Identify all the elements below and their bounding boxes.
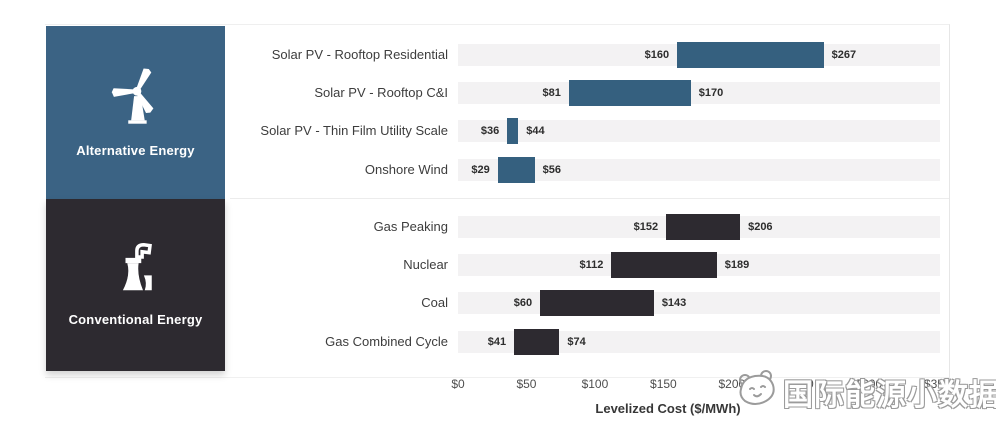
bar-track — [458, 159, 940, 181]
chart-row: Solar PV - Rooftop Residential $160 $267 — [230, 40, 949, 70]
range-bar — [677, 42, 824, 68]
category-label: Nuclear — [403, 257, 448, 272]
max-value-label: $74 — [567, 336, 586, 348]
category-label: Gas Peaking — [373, 219, 448, 234]
watermark-text: 国际能源小数据 — [783, 379, 996, 412]
max-value-label: $189 — [724, 259, 750, 271]
max-value-label: $56 — [542, 164, 562, 176]
range-bar — [568, 80, 691, 106]
chart-frame — [45, 24, 950, 378]
x-axis-tick: $50 — [516, 377, 537, 391]
range-bar — [507, 118, 519, 144]
max-value-label: $143 — [661, 297, 687, 309]
x-axis-title: Levelized Cost ($/MWh) — [595, 401, 741, 416]
min-value-label: $112 — [579, 259, 604, 271]
chart-row: Gas Peaking $152 $206 — [230, 212, 949, 242]
min-value-label: $29 — [471, 164, 490, 176]
range-bar — [514, 329, 560, 355]
panda-face-icon — [733, 365, 783, 420]
x-axis-tick: $300 — [855, 377, 883, 391]
power-plant-icon — [108, 243, 164, 299]
sidebar-label-conventional: Conventional Energy — [68, 312, 203, 327]
range-bar — [540, 290, 654, 316]
chart-row: Nuclear $112 $189 — [230, 250, 949, 280]
range-bar — [611, 252, 717, 278]
sidebar-label-alternative: Alternative Energy — [76, 142, 195, 158]
max-value-label: $206 — [748, 221, 773, 233]
chart-row: Solar PV - Rooftop C&I $81 $170 — [230, 78, 949, 108]
min-value-label: $81 — [542, 87, 561, 99]
sidebar-alternative-energy: Alternative Energy — [46, 26, 225, 199]
x-axis-tick: $150 — [650, 377, 677, 391]
category-label: Solar PV - Thin Film Utility Scale — [260, 123, 448, 138]
max-value-label: $170 — [698, 87, 724, 99]
min-value-label: $160 — [644, 49, 670, 61]
watermark: 国际能源小数据 — [733, 365, 996, 420]
chart-row: Onshore Wind $29 $56 — [230, 155, 949, 185]
min-value-label: $152 — [633, 221, 659, 233]
chart-row: Solar PV - Thin Film Utility Scale $36 $44 — [230, 116, 949, 146]
x-axis: $0 $50 $100 $150 $200 $250 $300 $350 — [451, 377, 950, 393]
min-value-label: $60 — [513, 297, 533, 309]
max-value-label: $44 — [526, 125, 545, 137]
x-axis-tick: $250 — [786, 377, 814, 391]
chart-row: Coal $60 $143 — [230, 288, 949, 318]
bar-track — [458, 120, 940, 142]
x-axis-tick: $100 — [581, 377, 609, 391]
x-axis-tick: $0 — [451, 377, 465, 391]
chart-row: Gas Combined Cycle $41 $74 — [230, 327, 949, 357]
category-label: Solar PV - Rooftop Residential — [271, 47, 448, 62]
range-bar — [666, 214, 741, 240]
section-divider — [230, 198, 949, 199]
bar-track — [458, 331, 940, 353]
category-label: Coal — [421, 295, 448, 310]
sidebar-conventional-energy: Conventional Energy — [46, 199, 225, 371]
range-bar — [497, 157, 535, 183]
wind-turbine-icon — [105, 67, 167, 130]
min-value-label: $41 — [487, 336, 507, 348]
category-label: Onshore Wind — [364, 162, 448, 177]
max-value-label: $267 — [831, 49, 857, 61]
x-axis-tick: $200 — [718, 377, 746, 391]
x-axis-tick: $350 — [923, 377, 951, 391]
min-value-label: $36 — [480, 125, 500, 137]
category-label: Solar PV - Rooftop C&I — [314, 85, 448, 100]
category-label: Gas Combined Cycle — [325, 334, 448, 349]
